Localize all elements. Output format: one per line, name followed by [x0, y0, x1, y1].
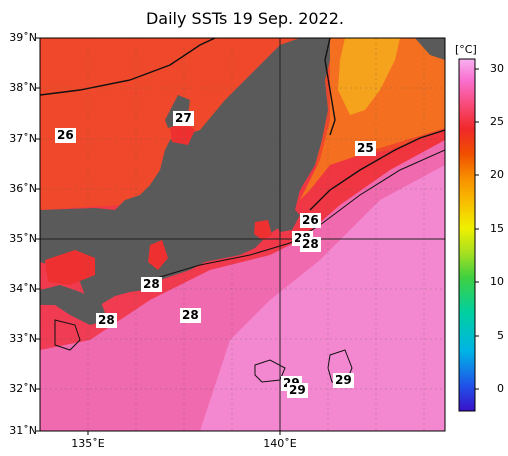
land-izu-boso	[270, 205, 300, 232]
contour-27-north	[40, 38, 216, 96]
contour-label-26-west: 26	[55, 128, 76, 143]
colorbar-unit: [°C]	[455, 43, 477, 56]
tokyo-bay-patch	[254, 220, 272, 240]
contour-label-28-c: 28	[141, 277, 162, 292]
colorbar-tick-25: 25	[490, 115, 504, 128]
lat-label-32: 32˚N	[9, 382, 37, 395]
land-honshu	[40, 38, 330, 305]
pacific-light-pink-water	[200, 165, 445, 431]
contour-label-28-e: 28	[180, 308, 201, 323]
colorbar-tick-15: 15	[490, 222, 504, 235]
contour-label-28-d: 28	[96, 313, 117, 328]
lat-label-36: 36˚N	[9, 182, 37, 195]
colorbar	[458, 58, 476, 412]
lat-label-35: 35˚N	[9, 232, 37, 245]
contour-28-west	[54, 319, 81, 351]
contour-label-25: 25	[355, 141, 376, 156]
contour-25	[309, 129, 445, 211]
map-frame	[39, 37, 446, 432]
contour-label-29-b: 29	[287, 383, 308, 398]
lat-label-39: 39˚N	[9, 31, 37, 44]
lat-label-38: 38˚N	[9, 81, 37, 94]
contour-label-28-b: 28	[300, 237, 321, 252]
colorbar-tick-10: 10	[490, 275, 504, 288]
contour-label-29-c: 29	[333, 373, 354, 388]
lat-label-34: 34˚N	[9, 282, 37, 295]
lat-label-37: 37˚N	[9, 132, 37, 145]
lon-label-140: 140˚E	[263, 437, 297, 450]
colorbar-tick-20: 20	[490, 168, 504, 181]
lat-label-33: 33˚N	[9, 332, 37, 345]
inland-sea-patch	[45, 250, 95, 285]
colorbar-tick-0: 0	[497, 382, 504, 395]
contour-26	[324, 38, 336, 136]
contour-label-27: 27	[173, 111, 194, 126]
lat-label-31: 31˚N	[9, 424, 37, 437]
orange-cool-area	[300, 38, 445, 200]
colorbar-tick-5: 5	[497, 329, 504, 342]
yellow-coolest-area	[338, 38, 400, 115]
land-kyushu-shikoku	[40, 285, 108, 325]
contour-label-26-east: 26	[300, 213, 321, 228]
land-hokkaido-tip	[415, 38, 445, 60]
colorbar-tick-30: 30	[490, 62, 504, 75]
map-title: Daily SSTs 19 Sep. 2022.	[145, 9, 344, 28]
lon-label-135: 135˚E	[71, 437, 105, 450]
ise-bay-patch	[148, 240, 168, 270]
